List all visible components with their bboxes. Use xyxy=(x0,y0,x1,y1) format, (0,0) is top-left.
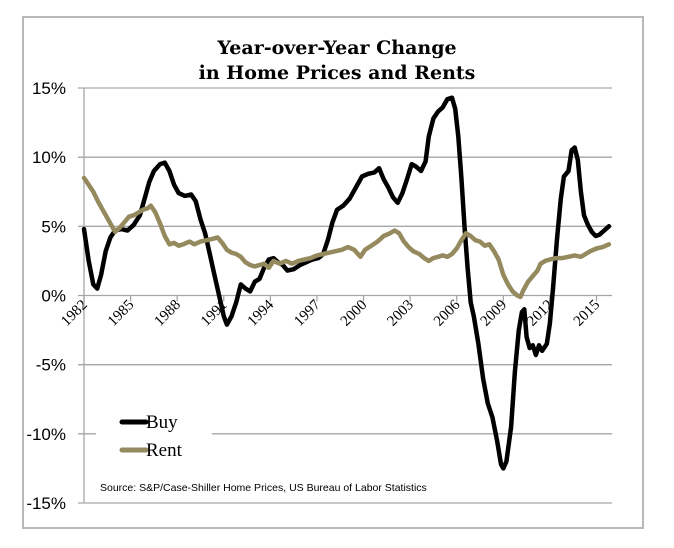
x-tick-label: 2000 xyxy=(338,297,371,330)
legend-item-buy: Buy xyxy=(119,412,178,433)
legend-label-rent: Rent xyxy=(146,440,183,461)
x-tick-label: 1997 xyxy=(291,297,324,330)
legend-background xyxy=(96,404,212,466)
y-tick-label: 0% xyxy=(41,287,66,306)
x-tick-label: 2015 xyxy=(571,297,604,330)
gridlines xyxy=(78,87,612,504)
chart-title-line-1: Year-over-Year Change xyxy=(216,37,456,59)
legend-item-rent: Rent xyxy=(119,440,183,461)
y-tick-label: 5% xyxy=(41,217,66,236)
x-tick-label: 2003 xyxy=(384,297,417,330)
y-tick-label: -10% xyxy=(26,425,66,444)
series-lines xyxy=(81,95,612,471)
y-tick-label: -15% xyxy=(26,494,66,513)
legend: Buy Rent xyxy=(119,412,183,461)
y-tick-labels: 15% 10% 5% 0% -5% -10% -15% xyxy=(26,79,66,513)
y-tick-label: -5% xyxy=(36,356,66,375)
x-tick-label: 1988 xyxy=(151,297,184,330)
series-line-rent xyxy=(81,175,612,300)
y-tick-label: 15% xyxy=(32,79,66,98)
x-tick-label: 2009 xyxy=(478,297,511,330)
series-line-buy xyxy=(81,95,612,471)
x-tick-label: 1985 xyxy=(105,297,138,330)
legend-label-buy: Buy xyxy=(146,412,178,433)
y-tick-label: 10% xyxy=(32,148,66,167)
chart-title-line-2: in Home Prices and Rents xyxy=(199,62,476,84)
x-tick-label: 1994 xyxy=(245,297,278,330)
source-note: Source: S&P/Case-Shiller Home Prices, US… xyxy=(100,482,427,494)
x-tick-label: 2006 xyxy=(431,297,464,330)
